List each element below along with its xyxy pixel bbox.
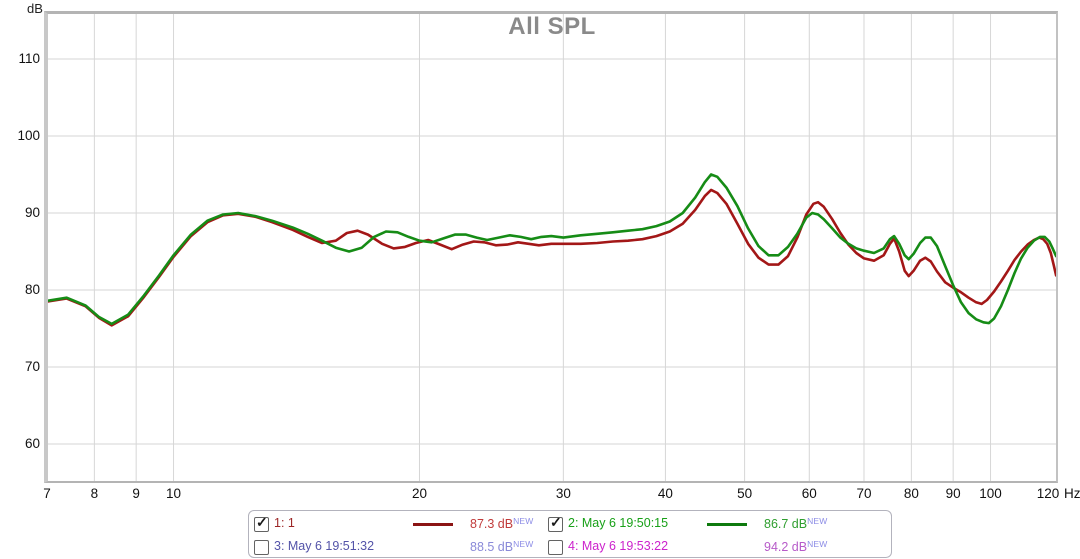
chart-title: All SPL [508,13,596,40]
new-badge: NEW [807,516,828,526]
measurement-checkbox[interactable] [548,540,563,555]
x-axis-unit-label: Hz [1064,486,1080,501]
plot-area[interactable] [44,11,1058,483]
legend-entry: ✓ 1: 1 87.3 dBNEW [249,514,543,535]
measurement-level: 88.5 dBNEW [470,539,534,554]
x-tick-label: 8 [90,486,99,501]
y-tick-label: 100 [17,128,40,143]
y-tick-label: 80 [24,282,40,297]
checkmark-icon: ✓ [550,514,562,530]
y-tick-label: 60 [24,436,40,451]
x-tick-label: 60 [801,486,817,501]
y-tick-label: 70 [24,359,40,374]
y-axis-unit-label: dB [27,1,43,16]
measurement-level: 86.7 dBNEW [764,516,828,531]
x-tick-label: 30 [555,486,571,501]
x-tick-label: 7 [43,486,51,501]
legend-entry: ✓ 2: May 6 19:50:15 86.7 dBNEW [543,514,837,535]
trace-1 [48,188,1056,327]
x-tick-label: 10 [166,486,182,501]
x-tick-label: 50 [737,486,753,501]
x-tick-label: 80 [903,486,919,501]
x-tick-label: 100 [979,486,1002,501]
y-tick-label: 110 [18,51,40,66]
new-badge: NEW [513,516,534,526]
chart-canvas [48,14,1056,481]
new-badge: NEW [513,539,534,549]
checkmark-icon: ✓ [256,514,268,530]
y-tick-label: 90 [24,205,40,220]
x-tick-label: 40 [657,486,673,501]
x-tick-label: 70 [856,486,872,501]
measurement-level: 94.2 dBNEW [764,539,828,554]
trace-color-swatch [413,523,453,526]
legend-entry: 4: May 6 19:53:22 94.2 dBNEW [543,538,837,558]
gridlines [48,14,1056,481]
x-tick-label: 90 [945,486,961,501]
measurement-checkbox[interactable]: ✓ [548,514,563,532]
trace-color-swatch [707,523,747,526]
measurement-name: 3: May 6 19:51:32 [274,539,375,553]
measurement-name: 1: 1 [274,516,295,530]
new-badge: NEW [807,539,828,549]
x-tick-label: 120 [1036,486,1060,501]
legend-entry: 3: May 6 19:51:32 88.5 dBNEW [249,538,543,558]
x-tick-label: 20 [411,486,427,501]
measurement-level: 87.3 dBNEW [470,516,534,531]
trace-2 [48,173,1056,326]
x-tick-label: 9 [132,486,140,501]
legend: ✓ 1: 1 87.3 dBNEW ✓ 2: May 6 19:50:15 86.7 dB… [248,510,892,558]
measurement-checkbox[interactable] [254,540,269,555]
measurement-checkbox[interactable]: ✓ [254,514,269,532]
measurement-name: 2: May 6 19:50:15 [568,516,669,530]
measurement-name: 4: May 6 19:53:22 [568,539,669,553]
